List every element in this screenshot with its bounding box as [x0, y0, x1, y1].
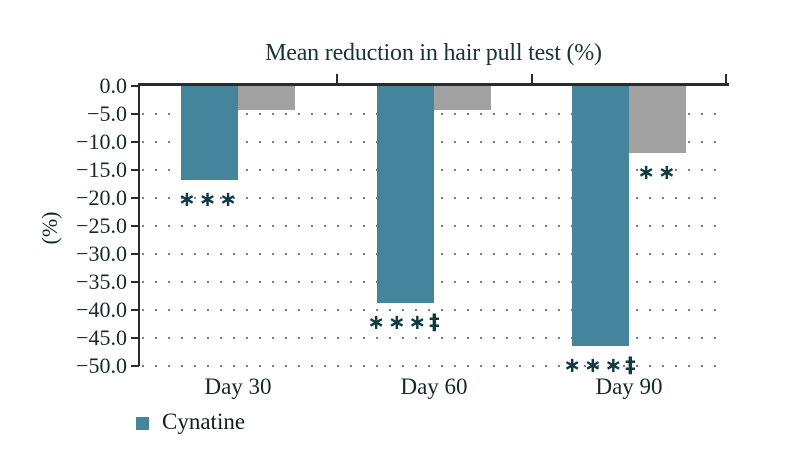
y-axis-tick: [131, 309, 139, 311]
x-axis-line: [138, 83, 729, 86]
x-tick-label: Day 90: [595, 374, 663, 399]
y-tick-label: −25.0: [76, 213, 127, 238]
y-axis-tick: [131, 85, 139, 87]
y-axis-tick: [131, 141, 139, 143]
y-axis-tick: [131, 281, 139, 283]
y-axis-tick: [131, 225, 139, 227]
y-tick-label: 0.0: [99, 73, 128, 98]
chart-title: Mean reduction in hair pull test (%): [265, 40, 602, 66]
y-tick-label: −20.0: [76, 185, 127, 210]
x-axis-tick: [531, 74, 533, 83]
significance-annotation: ∗∗∗‡: [367, 310, 443, 334]
y-axis-tick: [131, 253, 139, 255]
bar-cynatine-day90: [572, 86, 629, 346]
bar-cynatine-day60: [377, 86, 434, 303]
x-tick-label: Day 60: [400, 374, 468, 399]
significance-annotation: ∗∗: [637, 160, 679, 184]
y-tick-label: −45.0: [76, 325, 127, 350]
legend: Cynatine: [136, 409, 245, 435]
y-axis-tick: [131, 169, 139, 171]
gridline: [142, 309, 725, 311]
x-tick-label: Day 30: [204, 374, 272, 399]
bar-series2-day90: [629, 86, 686, 153]
y-tick-label: −15.0: [76, 157, 127, 182]
legend-swatch-icon: [136, 416, 149, 430]
y-tick-label: −5.0: [87, 101, 127, 126]
y-axis-line: [138, 83, 140, 366]
y-tick-label: −40.0: [76, 297, 127, 322]
y-tick-label: −50.0: [76, 353, 127, 378]
gridline: [142, 365, 725, 367]
y-axis-tick: [131, 113, 139, 115]
significance-annotation: ∗∗∗‡: [563, 353, 639, 377]
x-axis-tick: [725, 74, 727, 83]
y-axis-tick: [131, 365, 139, 367]
bar-series2-day30: [238, 86, 295, 110]
significance-annotation: ∗∗∗: [178, 187, 240, 211]
bar-series2-day60: [434, 86, 491, 110]
y-axis-tick: [131, 197, 139, 199]
y-tick-label: −35.0: [76, 269, 127, 294]
gridline: [142, 337, 725, 339]
plot-area: Day 30 Day 60 Day 90 ∗∗∗ ∗∗∗‡ ∗∗∗‡ ∗∗: [140, 86, 727, 399]
y-axis-tick: [131, 337, 139, 339]
y-tick-label: −30.0: [76, 241, 127, 266]
bar-cynatine-day30: [181, 86, 238, 180]
y-tick-label: −10.0: [76, 129, 127, 154]
x-axis-tick: [336, 74, 338, 83]
legend-label: Cynatine: [162, 409, 246, 434]
